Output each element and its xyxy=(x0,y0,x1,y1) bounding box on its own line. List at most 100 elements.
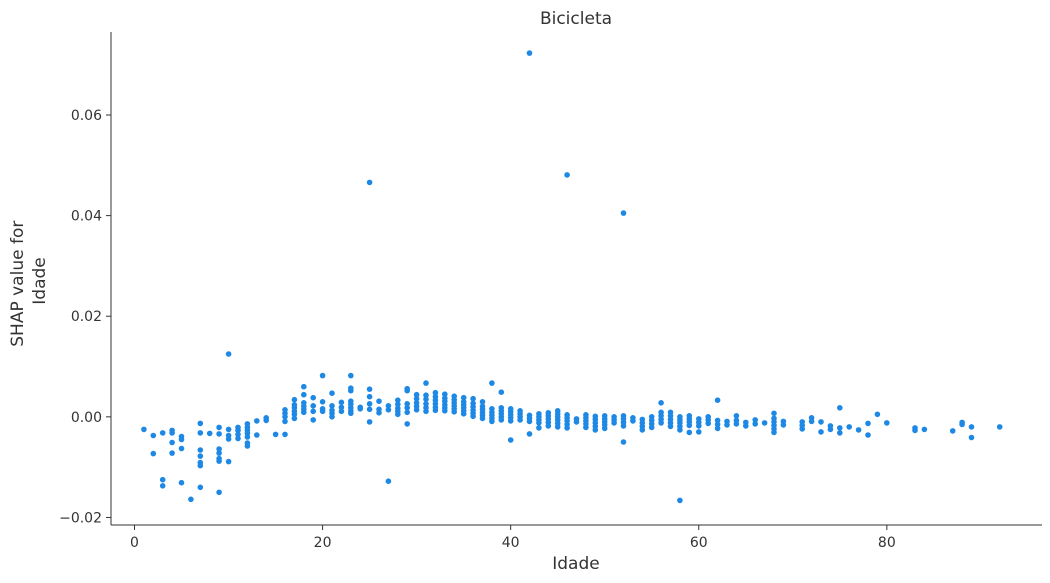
data-point xyxy=(432,389,439,396)
data-point xyxy=(460,394,467,401)
data-point xyxy=(357,404,364,411)
y-tick-label: 0.04 xyxy=(71,209,102,225)
data-point xyxy=(197,462,204,469)
y-axis-label-line-1: SHAP value for xyxy=(8,221,28,347)
data-point xyxy=(366,401,373,407)
data-point xyxy=(489,380,495,386)
y-tick-label: 0.00 xyxy=(71,410,102,426)
data-point xyxy=(178,436,185,443)
data-point xyxy=(912,427,918,434)
data-point xyxy=(846,424,852,430)
data-point xyxy=(301,391,307,398)
data-point xyxy=(771,415,777,422)
data-point xyxy=(423,380,429,386)
data-point xyxy=(366,419,373,425)
data-point xyxy=(667,409,674,416)
data-point xyxy=(743,419,749,426)
data-point xyxy=(216,431,222,437)
data-point xyxy=(884,420,890,426)
data-point xyxy=(489,406,495,412)
data-point xyxy=(310,403,317,409)
data-point xyxy=(329,403,335,409)
data-point xyxy=(348,398,354,405)
data-point xyxy=(837,430,843,436)
data-point xyxy=(197,453,204,459)
data-point xyxy=(216,458,222,464)
data-point xyxy=(225,436,232,442)
data-point xyxy=(874,411,881,418)
data-point xyxy=(949,428,956,434)
data-point xyxy=(714,417,721,424)
data-point xyxy=(253,432,260,438)
x-tick-label: 60 xyxy=(690,535,708,551)
data-point xyxy=(395,401,401,408)
data-point xyxy=(714,397,721,404)
data-point xyxy=(442,395,448,402)
data-point xyxy=(968,424,975,430)
data-point xyxy=(808,415,815,421)
data-point xyxy=(837,425,843,431)
data-point xyxy=(216,424,222,431)
data-point xyxy=(733,413,740,419)
data-point xyxy=(291,402,298,408)
data-point xyxy=(855,427,862,433)
data-point xyxy=(169,430,175,436)
data-point xyxy=(658,400,664,406)
data-point xyxy=(404,401,411,407)
data-point xyxy=(282,431,288,438)
data-point xyxy=(404,385,411,392)
data-point xyxy=(517,408,523,414)
data-point xyxy=(376,406,382,413)
data-point xyxy=(329,407,335,414)
data-point xyxy=(479,403,486,410)
data-point xyxy=(310,408,317,415)
data-point xyxy=(686,429,693,436)
x-tick-label: 0 xyxy=(130,535,139,551)
data-point xyxy=(658,409,664,416)
data-point xyxy=(235,431,241,438)
data-point xyxy=(301,400,307,406)
data-point xyxy=(413,395,420,402)
data-point xyxy=(451,393,458,400)
data-point xyxy=(206,430,213,437)
data-point xyxy=(272,431,279,438)
y-axis-label-line-2: Idade xyxy=(30,257,50,304)
data-point xyxy=(460,399,467,405)
y-ticks: −0.02 0.00 0.02 0.04 0.06 xyxy=(59,108,111,526)
data-point xyxy=(432,393,439,400)
data-point xyxy=(244,443,251,449)
y-tick-label: 0.06 xyxy=(71,108,102,124)
data-point xyxy=(818,419,824,425)
data-point xyxy=(526,431,533,437)
data-point xyxy=(319,372,326,379)
data-point xyxy=(310,394,317,401)
data-point xyxy=(996,424,1003,430)
data-point xyxy=(235,427,241,434)
data-point xyxy=(404,421,411,427)
data-point xyxy=(865,432,871,438)
data-point xyxy=(338,404,345,411)
data-point xyxy=(799,419,805,425)
data-point xyxy=(536,425,542,431)
data-point xyxy=(216,446,222,452)
data-point xyxy=(395,405,401,412)
data-point xyxy=(178,479,185,486)
data-point xyxy=(348,385,354,392)
data-point xyxy=(282,418,288,425)
data-point xyxy=(404,409,411,416)
data-point xyxy=(348,372,354,379)
data-point xyxy=(573,416,580,422)
data-point xyxy=(714,425,721,432)
data-point xyxy=(705,414,711,420)
data-point xyxy=(301,383,307,390)
data-point xyxy=(282,407,288,413)
data-point xyxy=(376,398,382,405)
data-point xyxy=(601,413,608,419)
data-point xyxy=(526,50,533,56)
data-point xyxy=(714,421,721,428)
data-point xyxy=(761,420,768,426)
x-ticks: 0 20 40 60 80 xyxy=(130,525,896,551)
x-tick-label: 40 xyxy=(502,535,520,551)
data-point xyxy=(677,497,683,504)
